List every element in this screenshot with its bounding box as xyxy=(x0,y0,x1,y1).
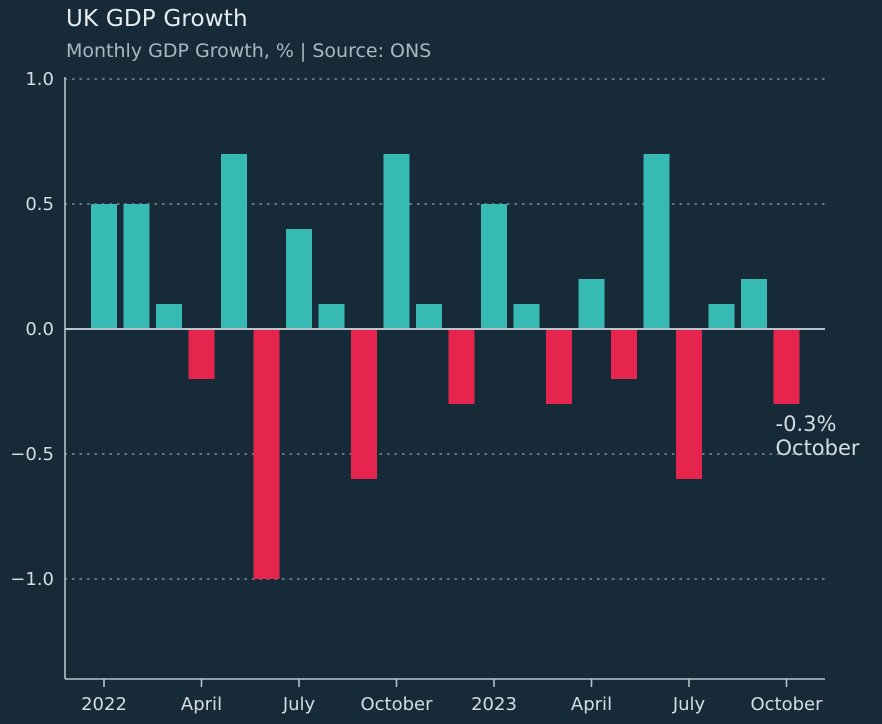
annotation-label: October xyxy=(776,436,860,460)
bar xyxy=(481,204,507,329)
bar xyxy=(123,204,150,329)
bar xyxy=(318,304,345,329)
annotation-value: -0.3% xyxy=(776,412,837,436)
bar xyxy=(286,229,312,329)
annotations: -0.3%October xyxy=(776,412,860,460)
bar xyxy=(611,329,637,379)
bar xyxy=(91,204,117,329)
x-tick-label: April xyxy=(181,694,222,715)
y-tick-label: 0.0 xyxy=(25,319,54,340)
bar xyxy=(416,304,442,329)
y-tick-label: 0.5 xyxy=(25,194,54,215)
bar xyxy=(708,304,735,329)
bar xyxy=(253,329,280,579)
x-tick-label: October xyxy=(360,694,433,715)
y-tick-label: −1.0 xyxy=(10,569,54,590)
x-tick-label: July xyxy=(672,694,706,715)
bars xyxy=(91,154,800,579)
bar xyxy=(773,329,800,404)
bar xyxy=(741,279,767,329)
axes xyxy=(64,77,825,687)
x-tick-label: October xyxy=(750,694,823,715)
x-tick-label: 2022 xyxy=(81,694,127,715)
y-tick-label: −0.5 xyxy=(10,444,54,465)
x-tick-label: April xyxy=(571,694,612,715)
bar xyxy=(221,154,247,329)
x-tick-label: July xyxy=(282,694,316,715)
tick-labels: 1.0 0.5 0.0 −0.5 −1.0 2022 April July October 202… xyxy=(10,69,823,715)
bar xyxy=(156,304,182,329)
bar xyxy=(351,329,377,479)
chart-title: UK GDP Growth xyxy=(66,6,248,32)
y-tick-label: 1.0 xyxy=(25,69,54,90)
chart-subtitle: Monthly GDP Growth, % | Source: ONS xyxy=(66,40,432,62)
bar xyxy=(578,279,605,329)
bar xyxy=(676,329,702,479)
bar xyxy=(188,329,215,379)
x-tick-label: 2023 xyxy=(471,694,517,715)
bar xyxy=(643,154,670,329)
bar xyxy=(546,329,572,404)
bar xyxy=(513,304,540,329)
bar xyxy=(383,154,410,329)
bar xyxy=(448,329,475,404)
